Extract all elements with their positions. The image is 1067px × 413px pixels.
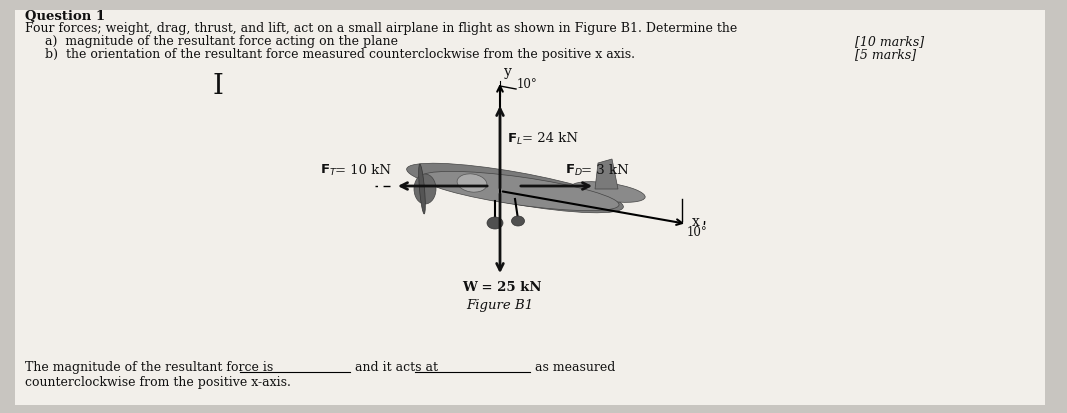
Text: y: y xyxy=(504,65,512,79)
Text: $\mathbf{F}$$_D$: $\mathbf{F}$$_D$ xyxy=(566,162,583,178)
Ellipse shape xyxy=(511,216,525,226)
Text: [5 marks]: [5 marks] xyxy=(855,48,917,61)
Text: [10 marks]: [10 marks] xyxy=(855,35,924,48)
Text: $\mathbf{F}$$_T$: $\mathbf{F}$$_T$ xyxy=(320,162,337,178)
FancyBboxPatch shape xyxy=(15,10,1045,405)
Ellipse shape xyxy=(457,174,487,192)
Text: I: I xyxy=(212,73,223,100)
Ellipse shape xyxy=(418,164,426,214)
Text: and it acts at: and it acts at xyxy=(355,361,437,374)
Ellipse shape xyxy=(487,217,503,229)
Text: 10°: 10° xyxy=(687,226,707,239)
Polygon shape xyxy=(595,159,618,189)
Text: W = 25 kN: W = 25 kN xyxy=(462,281,541,294)
Ellipse shape xyxy=(407,163,623,213)
Text: = 3 kN: = 3 kN xyxy=(582,164,628,176)
Ellipse shape xyxy=(414,174,436,204)
Text: x: x xyxy=(692,215,700,229)
Text: b)  the orientation of the resultant force measured counterclockwise from the po: b) the orientation of the resultant forc… xyxy=(45,48,635,61)
Text: Question 1: Question 1 xyxy=(25,10,106,23)
Text: Figure B1: Figure B1 xyxy=(466,299,534,312)
Text: The magnitude of the resultant force is: The magnitude of the resultant force is xyxy=(25,361,273,374)
Text: = 10 kN: = 10 kN xyxy=(335,164,391,176)
Ellipse shape xyxy=(421,171,619,211)
Text: Four forces; weight, drag, thrust, and lift, act on a small airplane in flight a: Four forces; weight, drag, thrust, and l… xyxy=(25,22,737,35)
Text: 10°: 10° xyxy=(517,78,538,92)
Text: $\mathbf{F}$$_L$: $\mathbf{F}$$_L$ xyxy=(507,131,523,147)
Ellipse shape xyxy=(571,182,646,202)
Text: a)  magnitude of the resultant force acting on the plane: a) magnitude of the resultant force acti… xyxy=(45,35,398,48)
Text: = 24 kN: = 24 kN xyxy=(522,133,578,145)
Text: counterclockwise from the positive x-axis.: counterclockwise from the positive x-axi… xyxy=(25,376,291,389)
Text: as measured: as measured xyxy=(535,361,616,374)
